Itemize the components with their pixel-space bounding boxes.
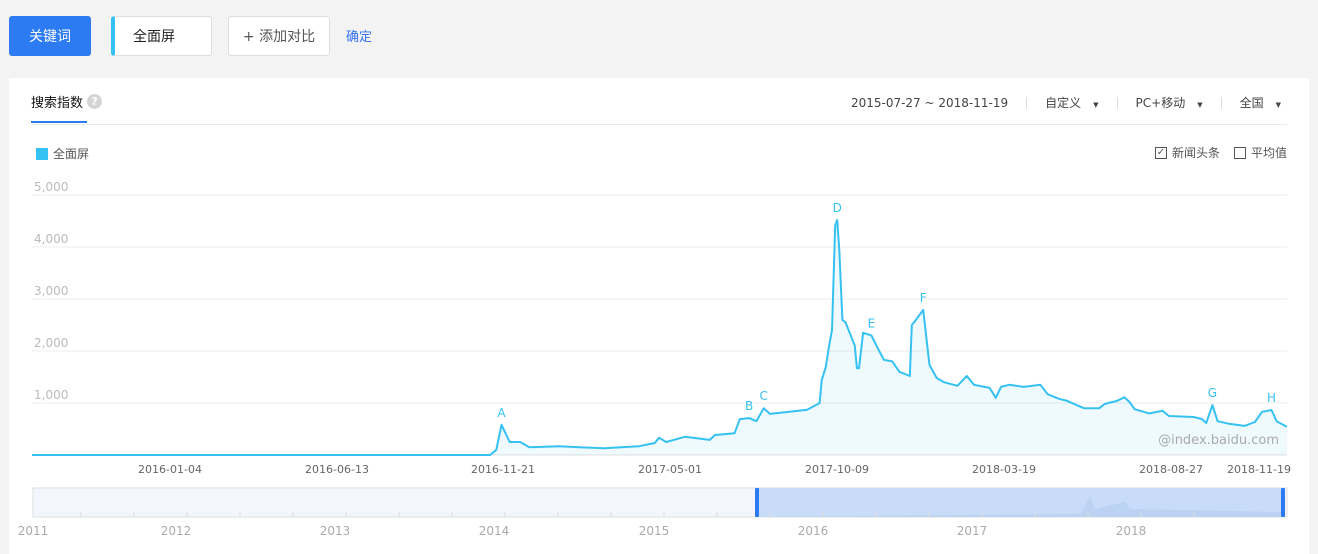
date-range-picker[interactable]: 2015-07-27 ~ 2018-11-19	[850, 95, 1009, 110]
caret-down-icon: ▼	[1197, 101, 1203, 109]
annotation-marker-G: G	[1208, 386, 1217, 400]
series-area	[32, 220, 1287, 455]
period-value: 自定义	[1045, 96, 1082, 110]
search-term-input[interactable]: 全面屏	[111, 16, 212, 56]
checkbox-checked-icon: ✓	[1154, 146, 1167, 159]
navigator-year-label: 2017	[957, 524, 988, 538]
legend-item[interactable]: 全面屏	[36, 145, 89, 162]
x-tick-label: 2017-05-01	[638, 463, 702, 476]
watermark: @index.baidu.com	[1158, 433, 1279, 448]
y-tick-label: 4,000	[34, 232, 68, 246]
annotation-marker-C: C	[759, 389, 767, 403]
device-value: PC+移动	[1135, 96, 1186, 110]
average-label: 平均值	[1250, 146, 1287, 160]
legend-swatch	[36, 147, 48, 160]
period-select[interactable]: 自定义 ▼	[1045, 94, 1098, 111]
tab-search-index[interactable]: 搜索指数?	[31, 92, 103, 111]
navigator-year-label: 2016	[798, 524, 829, 538]
region-select[interactable]: 全国 ▼	[1240, 94, 1281, 111]
add-compare-button[interactable]: + 添加对比	[228, 16, 330, 56]
tab-label: 搜索指数	[31, 96, 84, 111]
active-tab-indicator	[31, 121, 87, 123]
navigator-handle-right[interactable]	[1281, 488, 1285, 517]
navigator-year-label: 2012	[161, 524, 192, 538]
caret-down-icon: ▼	[1093, 101, 1099, 109]
x-tick-label: 2018-08-27	[1139, 463, 1203, 476]
keyword-button[interactable]: 关键词	[9, 16, 91, 56]
caret-down-icon: ▼	[1275, 101, 1281, 109]
x-tick-label: 2016-11-21	[471, 463, 535, 476]
filters: 2015-07-27 ~ 2018-11-19 自定义 ▼ PC+移动 ▼ 全国 ▼	[851, 94, 1281, 111]
navigator-year-label: 2013	[320, 524, 351, 538]
navigator-minichart	[757, 497, 1283, 517]
annotation-marker-D: D	[833, 201, 842, 215]
navigator-year-label: 2015	[639, 524, 670, 538]
navigator-handle-left[interactable]	[755, 488, 759, 517]
annotation-marker-B: B	[745, 399, 753, 413]
navigator-year-label: 2011	[18, 524, 49, 538]
news-checkbox[interactable]: ✓ 新闻头条	[1154, 144, 1220, 161]
y-tick-label: 2,000	[34, 336, 68, 350]
average-checkbox[interactable]: 平均值	[1233, 144, 1287, 161]
annotation-marker-A: A	[497, 406, 506, 420]
navigator-year-label: 2018	[1116, 524, 1147, 538]
divider	[1220, 96, 1222, 109]
series-line	[32, 219, 1288, 456]
y-tick-label: 5,000	[34, 180, 68, 194]
navigator-year-label: 2014	[479, 524, 510, 538]
annotation-marker-E: E	[868, 316, 876, 330]
divider	[31, 124, 1287, 125]
region-value: 全国	[1239, 96, 1264, 110]
annotation-marker-H: H	[1267, 391, 1276, 405]
x-tick-label: 2016-01-04	[138, 463, 202, 476]
y-tick-label: 1,000	[34, 388, 68, 402]
x-tick-label: 2016-06-13	[305, 463, 369, 476]
annotation-marker-F: F	[920, 291, 927, 305]
x-tick-label: 2018-03-19	[972, 463, 1036, 476]
x-tick-label: 2018-11-19	[1227, 463, 1291, 476]
divider	[1026, 96, 1028, 109]
confirm-link[interactable]: 确定	[346, 30, 373, 45]
device-select[interactable]: PC+移动 ▼	[1136, 94, 1203, 111]
legend-label: 全面屏	[53, 147, 90, 161]
news-label: 新闻头条	[1171, 146, 1220, 160]
chart-panel: 搜索指数? 2015-07-27 ~ 2018-11-19 自定义 ▼ PC+移动…	[9, 78, 1309, 554]
checkbox-empty-icon	[1233, 146, 1246, 159]
help-icon[interactable]: ?	[87, 94, 103, 109]
divider	[1116, 96, 1118, 109]
x-tick-label: 2017-10-09	[805, 463, 869, 476]
y-tick-label: 3,000	[34, 284, 68, 298]
